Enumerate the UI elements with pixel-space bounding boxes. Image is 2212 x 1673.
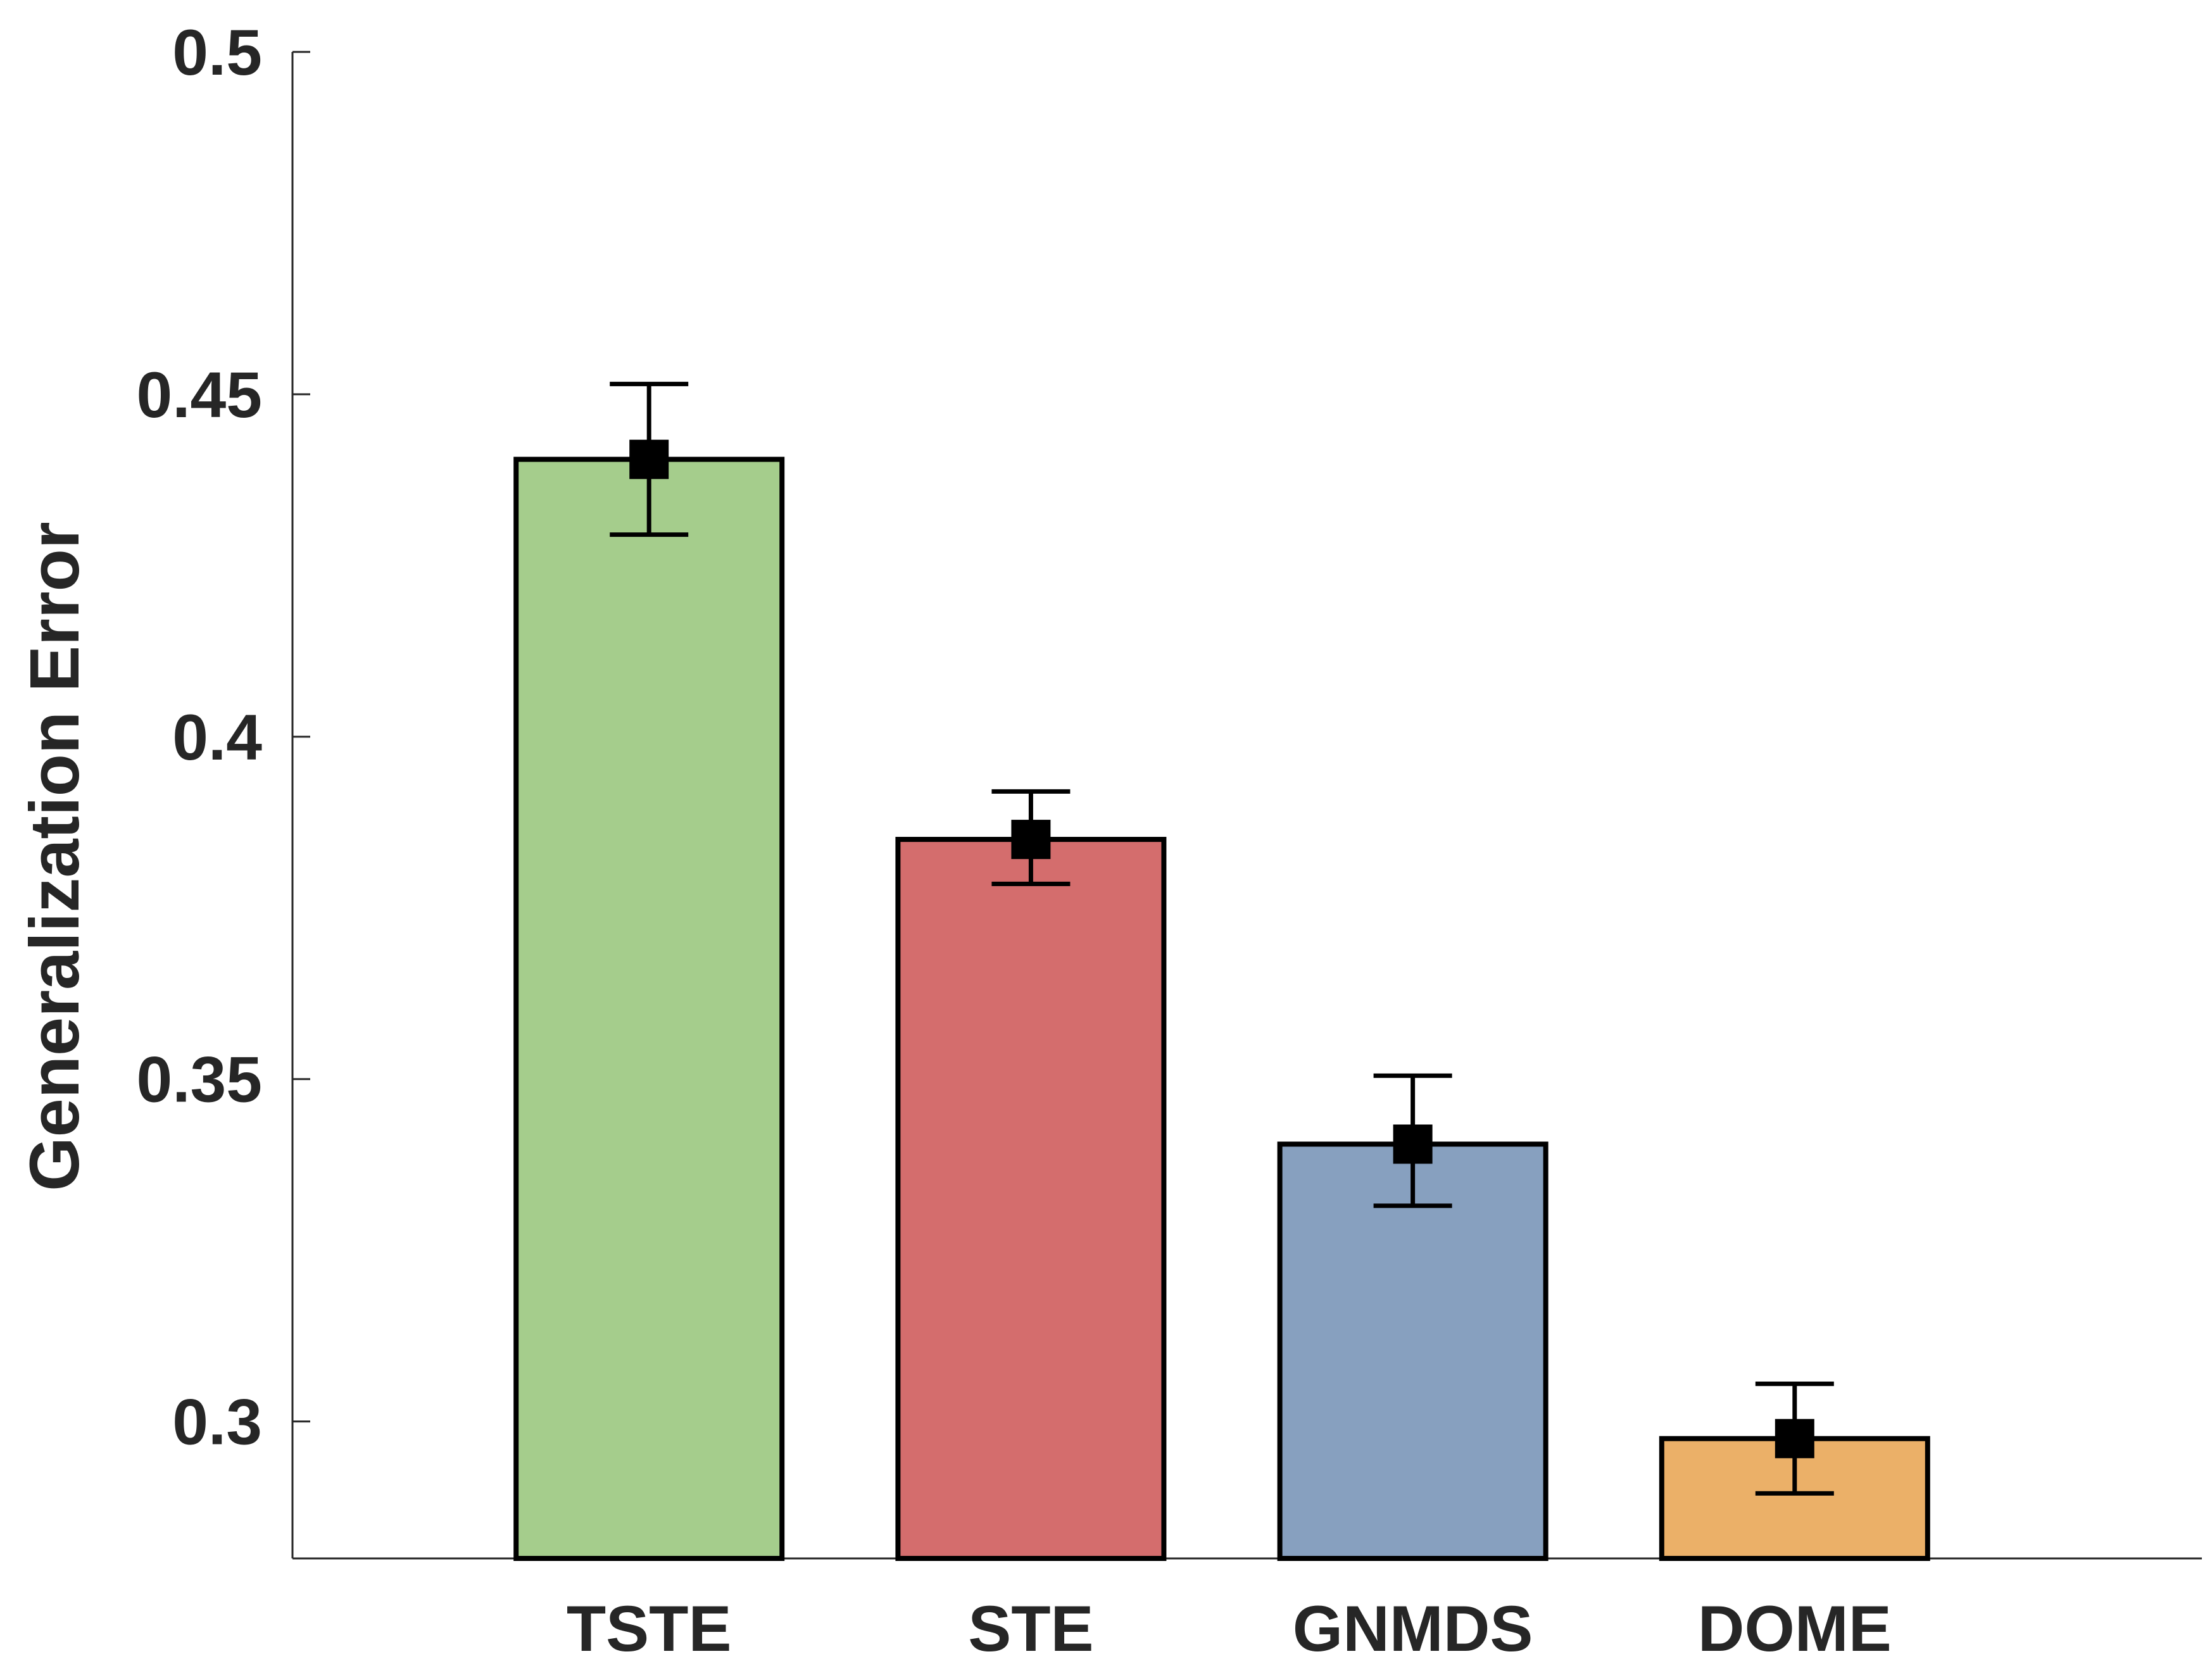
y-tick-label: 0.3 [172, 1386, 262, 1458]
mean-marker-gnmds [1393, 1124, 1433, 1164]
mean-marker-tste [629, 439, 669, 479]
x-tick-label: STE [968, 1593, 1093, 1665]
y-tick-label: 0.35 [136, 1044, 262, 1116]
mean-marker-ste [1011, 820, 1051, 860]
x-tick-label: TSTE [567, 1593, 732, 1665]
x-tick-label: DOME [1698, 1593, 1892, 1665]
bar-tste [513, 456, 785, 1562]
error-bars [610, 382, 1834, 1496]
bars [513, 456, 1930, 1562]
mean-marker-dome [1775, 1419, 1814, 1458]
bar-gnmds [1277, 1141, 1549, 1561]
x-tick-label: GNMDS [1293, 1593, 1533, 1665]
bar-ste [895, 837, 1167, 1561]
y-axis-title: Generalization Error [16, 522, 94, 1191]
y-tick-label: 0.5 [172, 16, 262, 89]
y-tick-label: 0.4 [172, 701, 262, 774]
y-tick-label: 0.45 [136, 359, 262, 431]
labels: 0.3 0.35 0.4 0.45 0.5 TSTE STE GNMDS DOME [136, 16, 1891, 1665]
